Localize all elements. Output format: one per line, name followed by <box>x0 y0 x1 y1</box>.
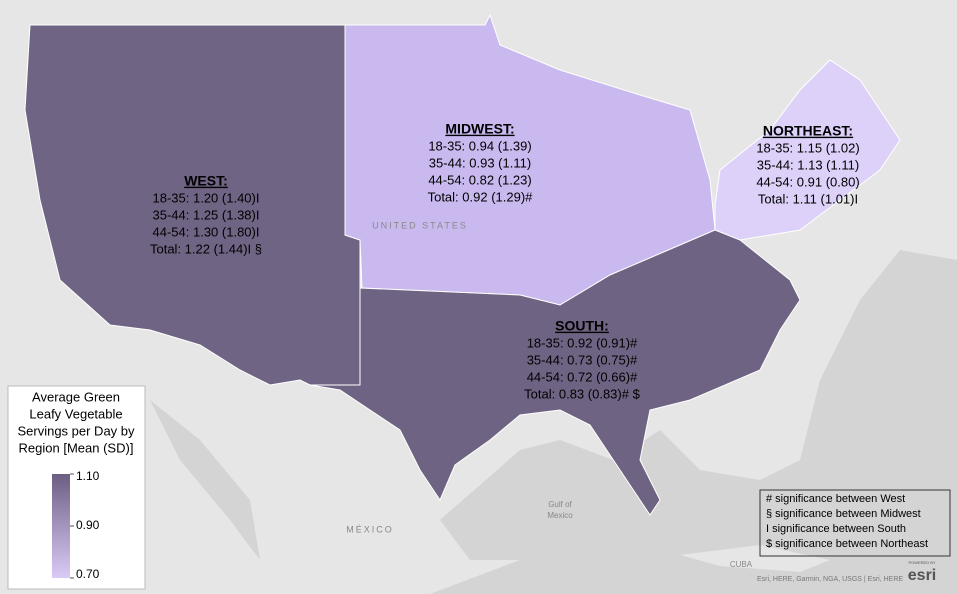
legend-tick-label: 0.70 <box>76 567 100 581</box>
legend-title: Leafy Vegetable <box>29 406 122 421</box>
legend-box <box>7 385 146 590</box>
region-title: MIDWEST: <box>445 121 514 137</box>
place-label: UNITED STATES <box>372 220 468 230</box>
region-stat: 35-44: 0.73 (0.75)# <box>527 352 638 367</box>
region-stat: 35-44: 1.13 (1.11) <box>757 157 859 172</box>
footnote: # significance between West <box>766 493 905 505</box>
region-title: WEST: <box>184 173 228 189</box>
legend-colorbar <box>52 474 70 578</box>
region-stat: 44-54: 1.30 (1.80)I <box>153 224 260 239</box>
footnote: § significance between Midwest <box>766 508 921 520</box>
place-label: MÉXICO <box>346 524 394 534</box>
footnote: I significance between South <box>766 523 906 535</box>
place-label: Gulf of <box>548 500 572 509</box>
region-stat: 35-44: 0.93 (1.11) <box>429 155 531 170</box>
legend-tick-label: 1.10 <box>76 469 100 483</box>
footnote-box <box>759 489 951 557</box>
region-stat: 44-54: 0.72 (0.66)# <box>527 369 638 384</box>
region-stat: 44-54: 0.91 (0.80) <box>756 174 859 189</box>
region <box>309 229 801 516</box>
region-title: NORTHEAST: <box>763 123 853 139</box>
legend-tick-label: 0.90 <box>76 518 100 532</box>
legend-title: Average Green <box>32 389 120 404</box>
region-stat: 18-35: 1.15 (1.02) <box>756 140 859 155</box>
gulf-of-california <box>150 400 260 560</box>
region-stat: Total: 0.92 (1.29)# <box>428 189 534 204</box>
place-label: Mexico <box>547 511 573 520</box>
footnote: $ significance between Northeast <box>766 538 928 550</box>
logo-small: POWERED BY <box>908 560 935 565</box>
legend-title: Servings per Day by <box>17 423 135 438</box>
region-stat: Total: 1.22 (1.44)I § <box>150 241 262 256</box>
place-label: CUBA <box>730 560 753 569</box>
region-stat: Total: 0.83 (0.83)# $ <box>524 386 640 401</box>
region-stat: 18-35: 0.94 (1.39) <box>428 138 531 153</box>
region-stat: 35-44: 1.25 (1.38)I <box>153 207 260 222</box>
region-stat: 44-54: 0.82 (1.23) <box>428 172 531 187</box>
legend-title: Region [Mean (SD)] <box>19 440 134 455</box>
attribution: Esri, HERE, Garmin, NGA, USGS | Esri, HE… <box>757 576 903 583</box>
region-title: SOUTH: <box>555 318 609 334</box>
region-stat: Total: 1.11 (1.01)I <box>758 191 858 206</box>
region-stat: 18-35: 0.92 (0.91)# <box>527 335 638 350</box>
region-stat: 18-35: 1.20 (1.40)I <box>153 190 260 205</box>
cuba <box>680 545 830 572</box>
region <box>714 59 901 241</box>
logo: esri <box>908 567 936 584</box>
